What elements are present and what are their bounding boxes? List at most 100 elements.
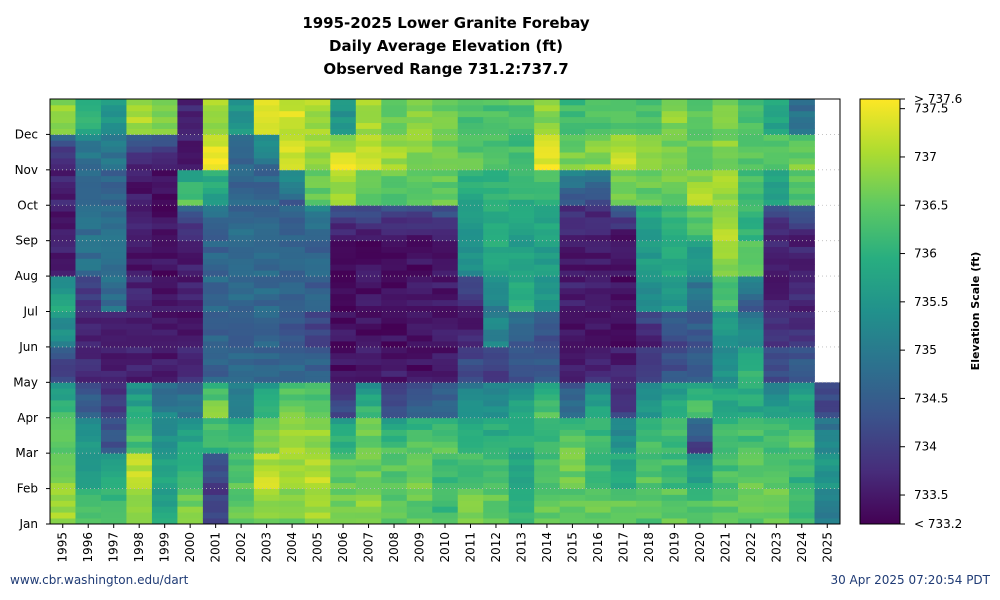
heatmap-cell [304,382,331,389]
heatmap-cell [228,317,255,324]
heatmap-cell [355,287,382,295]
heatmap-cell [738,435,764,442]
heatmap-cell [585,417,612,425]
heatmap-cell [712,382,739,389]
heatmap-cell [228,341,255,348]
heatmap-cell [279,128,306,135]
heatmap-cell [100,234,127,242]
heatmap-cell [355,494,382,501]
heatmap-cell [355,270,382,277]
heatmap-cell [330,134,357,141]
heatmap-cell [432,152,459,159]
heatmap-cell [814,476,841,484]
heatmap-cell [457,228,484,236]
heatmap-cell [738,364,764,371]
heatmap-cell [100,205,127,212]
heatmap-cell [661,506,688,513]
heatmap-cell [50,411,76,419]
heatmap-cell [279,323,306,330]
heatmap-cell [355,181,382,188]
heatmap-cell [228,364,255,371]
x-tick-label: 2001 [209,532,223,563]
heatmap-cell [534,476,561,484]
heatmap-cell [50,104,76,112]
heatmap-cell [126,199,153,206]
heatmap-cell [355,411,382,419]
heatmap-cell [304,128,331,135]
heatmap-cell [712,364,739,371]
heatmap-cell [100,104,127,112]
heatmap-cell [738,175,764,183]
heatmap-cell [202,234,229,242]
heatmap-cell [814,512,841,519]
heatmap-cell [789,152,815,159]
heatmap-cell [508,376,535,383]
heatmap-cell [355,405,382,413]
heatmap-cell [585,423,612,430]
heatmap-cell [253,287,280,295]
heatmap-cell [228,358,255,366]
heatmap-cell [126,476,153,484]
heatmap-cell [432,211,459,218]
heatmap-cell [177,140,204,147]
heatmap-cell [559,506,586,513]
heatmap-cell [202,169,229,177]
heatmap-cell [253,228,280,236]
heatmap-cell [661,370,688,377]
heatmap-cell [610,228,637,236]
heatmap-cell [253,441,280,448]
heatmap-cell [381,494,408,501]
heatmap-cell [75,246,102,253]
heatmap-cell [636,222,663,230]
heatmap-cell [381,382,408,389]
heatmap-cell [508,447,535,454]
heatmap-cell [457,211,484,218]
heatmap-cell [406,193,433,200]
heatmap-cell [483,358,510,366]
heatmap-cell [585,287,612,295]
heatmap-cell [432,441,459,448]
heatmap-cell [126,400,153,407]
heatmap-cell [279,276,306,283]
heatmap-cell [228,323,255,330]
heatmap-cell [457,435,484,442]
heatmap-cell [279,246,306,253]
heatmap-cell [50,447,76,454]
heatmap-cell [330,382,357,389]
heatmap-cell [432,376,459,383]
heatmap-cell [228,500,255,507]
heatmap-cell [202,441,229,448]
heatmap-cell [763,453,790,460]
heatmap-cell [381,193,408,200]
heatmap-cell [763,276,790,283]
x-tick-label: 2004 [285,532,299,563]
heatmap-cell [508,441,535,448]
heatmap-cell [610,252,637,259]
heatmap-cell [712,299,739,306]
heatmap-cell [228,382,255,389]
heatmap-cell [585,311,612,318]
heatmap-cell [508,110,535,118]
heatmap-cell [814,411,841,419]
heatmap-cell [738,346,764,354]
heatmap-cell [687,134,713,141]
heatmap-cell [763,287,790,295]
heatmap-cell [763,199,790,206]
heatmap-cell [585,305,612,312]
heatmap-cell [50,346,76,354]
heatmap-cell [228,453,255,460]
heatmap-cell [253,417,280,425]
heatmap-cell [610,181,637,188]
heatmap-cell [177,459,204,466]
heatmap-cell [75,411,102,419]
heatmap-cell [661,476,688,484]
heatmap-cell [202,482,229,489]
heatmap-cell [50,423,76,430]
heatmap-cell [432,500,459,507]
heatmap-cell [253,453,280,460]
heatmap-cell [330,512,357,519]
heatmap-cell [406,476,433,484]
heatmap-cell [789,358,815,366]
heatmap-cell [636,134,663,141]
heatmap-cell [151,335,178,342]
